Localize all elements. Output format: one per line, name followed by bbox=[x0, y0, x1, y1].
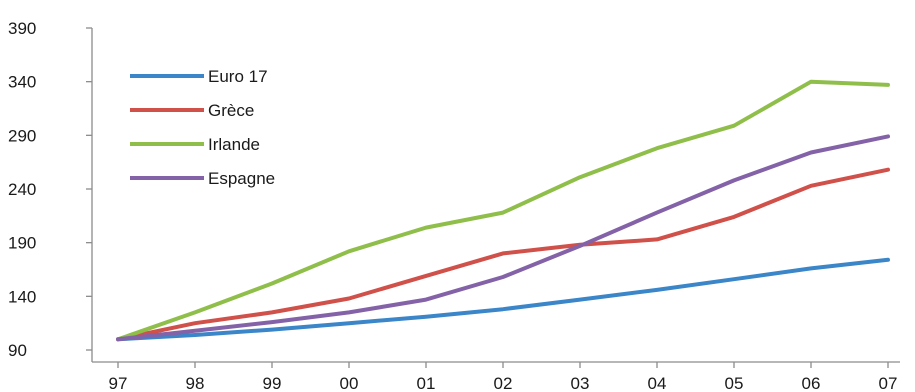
x-tick-label: 07 bbox=[879, 374, 898, 392]
series-line-gr-ce bbox=[116, 167, 890, 342]
x-tick-label: 01 bbox=[417, 374, 436, 392]
x-tick-label: 03 bbox=[571, 374, 590, 392]
x-axis-ticks: 97 98 99 00 01 02 03 04 05 06 07 bbox=[109, 362, 898, 392]
series-lines bbox=[116, 79, 890, 342]
legend-label: Grèce bbox=[208, 101, 254, 120]
series-line-irlande bbox=[116, 79, 890, 342]
legend: Euro 17 Grèce Irlande Espagne bbox=[130, 67, 275, 188]
y-tick-label: 340 bbox=[8, 73, 36, 92]
series-line-espagne bbox=[116, 134, 890, 342]
legend-label: Euro 17 bbox=[208, 67, 268, 86]
x-tick-label: 98 bbox=[186, 374, 205, 392]
x-tick-label: 04 bbox=[648, 374, 667, 392]
x-tick-label: 00 bbox=[340, 374, 359, 392]
legend-label: Espagne bbox=[208, 169, 275, 188]
x-tick-label: 97 bbox=[109, 374, 128, 392]
y-axis-ticks: 90 140 190 240 290 340 390 bbox=[8, 19, 92, 360]
series-line-euro-17 bbox=[116, 257, 890, 342]
y-tick-label: 390 bbox=[8, 19, 36, 38]
y-tick-label: 90 bbox=[8, 341, 27, 360]
y-tick-label: 240 bbox=[8, 180, 36, 199]
y-tick-label: 290 bbox=[8, 126, 36, 145]
y-tick-label: 140 bbox=[8, 287, 36, 306]
x-tick-label: 02 bbox=[494, 374, 513, 392]
x-tick-label: 05 bbox=[725, 374, 744, 392]
x-tick-label: 06 bbox=[802, 374, 821, 392]
y-tick-label: 190 bbox=[8, 234, 36, 253]
legend-label: Irlande bbox=[208, 135, 260, 154]
x-tick-label: 99 bbox=[263, 374, 282, 392]
